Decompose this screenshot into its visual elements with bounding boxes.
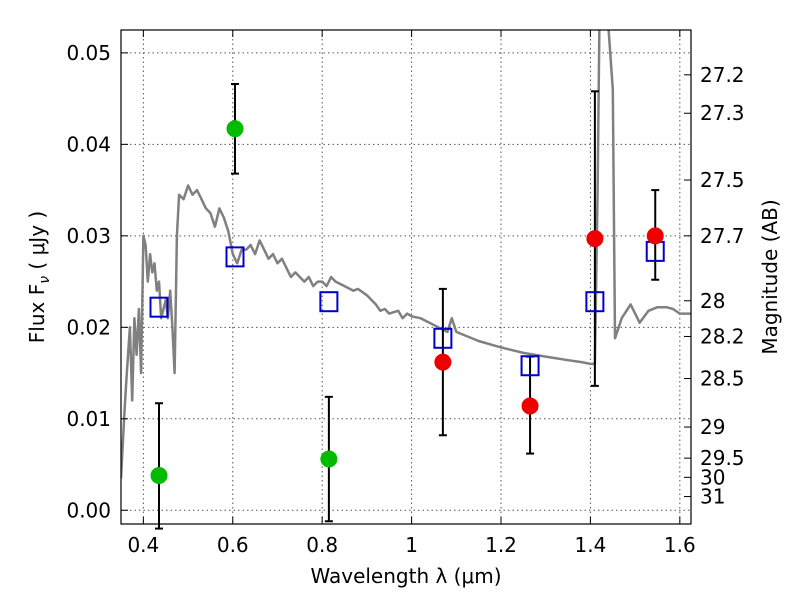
- y-axis-label-main: Flux F: [25, 284, 49, 343]
- filled-circle-marker: [150, 467, 168, 485]
- filled-circle-marker: [646, 227, 664, 245]
- y2-tick-label: 29.5: [700, 446, 745, 470]
- open-square-marker: [225, 246, 245, 268]
- filled-circle-marker: [521, 397, 539, 415]
- open-square-marker: [433, 327, 453, 349]
- x-axis-label: Wavelength λ (μm): [310, 564, 501, 588]
- y2-tick-label: 28.5: [700, 367, 745, 391]
- filled-circle-marker: [586, 230, 604, 248]
- open-square-marker: [520, 355, 540, 377]
- y2-tick-label: 27.3: [700, 101, 745, 125]
- y2-tick-label: 30: [700, 465, 725, 489]
- x-tick-label: 1.6: [664, 533, 696, 557]
- x-tick-label: 0.8: [306, 533, 338, 557]
- y-axis-label: Flux Fν ( μJy ): [25, 211, 53, 343]
- y2-tick-label: 27.5: [700, 168, 745, 192]
- y-tick-label: 0.02: [66, 315, 111, 339]
- filled-circle-marker: [320, 450, 338, 468]
- y2-tick-label: 29: [700, 415, 725, 439]
- open-square-marker: [319, 291, 339, 313]
- y2-tick-label: 28.2: [700, 324, 745, 348]
- x-tick-label: 0.6: [217, 533, 249, 557]
- y-tick-label: 0.04: [66, 132, 111, 156]
- model-spectrum-layer: [121, 30, 691, 479]
- plot-frame: [120, 29, 692, 525]
- data-markers: [149, 120, 665, 485]
- open-square-marker: [585, 291, 605, 313]
- y-tick-label: 0.00: [66, 498, 111, 522]
- y-tick-label: 0.05: [66, 41, 111, 65]
- grid: [121, 30, 691, 524]
- y2-tick-label: 31: [700, 485, 725, 509]
- open-square-marker: [149, 296, 169, 318]
- axis-ticks: 0.4 0.6 0.8 1 1.2 1.4 1.6 0.00 0.01 0.02 0.03 0.04 0…: [66, 30, 745, 557]
- x-tick-label: 0.4: [127, 533, 159, 557]
- x-tick-label: 1.4: [575, 533, 607, 557]
- y2-tick-label: 27.2: [700, 63, 745, 87]
- y2-tick-label: 27.7: [700, 224, 745, 248]
- filled-circle-marker: [226, 120, 244, 138]
- y2-axis-label: Magnitude (AB): [758, 199, 782, 354]
- y-tick-label: 0.01: [66, 407, 111, 431]
- y-axis-label-subscript: ν: [37, 276, 53, 284]
- y-tick-label: 0.03: [66, 224, 111, 248]
- y2-tick-label: 28: [700, 289, 725, 313]
- x-tick-label: 1.2: [485, 533, 517, 557]
- x-tick-label: 1: [405, 533, 418, 557]
- y-axis-label-unit: ( μJy ): [25, 211, 49, 276]
- filled-circle-marker: [434, 353, 452, 371]
- model-spectrum-line: [121, 30, 691, 479]
